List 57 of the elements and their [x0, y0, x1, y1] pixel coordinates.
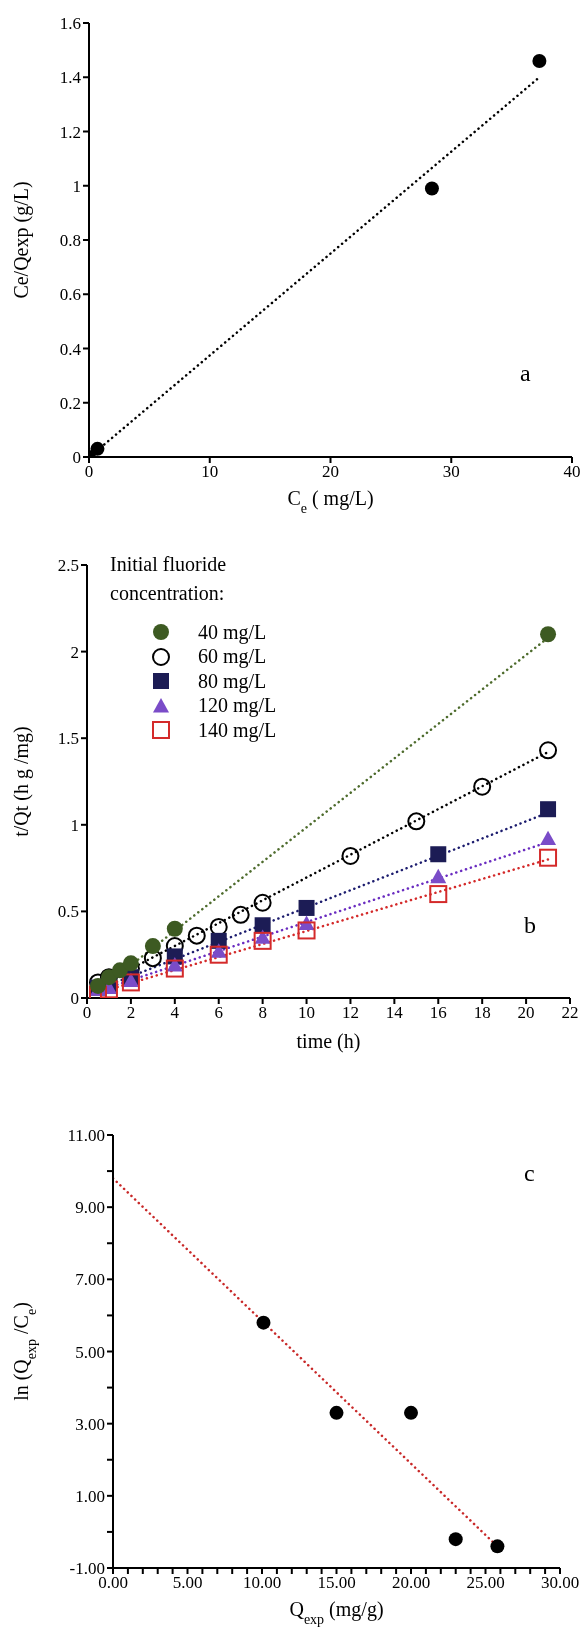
y-tick-label: 1.4 — [59, 68, 82, 88]
x-tick-label: 22 — [561, 1003, 579, 1023]
x-tick-label: 15.00 — [317, 1573, 356, 1593]
x-tick-label: 10 — [201, 462, 219, 482]
x-axis-title: C$_{e}$ ( mg/L) — [287, 487, 374, 516]
legend-label: 60 mg/L — [198, 645, 267, 669]
annotation: c — [524, 1160, 535, 1187]
legend-label: 140 mg/L — [198, 718, 277, 742]
y-tick-label: 7.00 — [75, 1270, 105, 1290]
x-tick-label: 4 — [170, 1003, 180, 1023]
x-tick-label: 20 — [517, 1003, 535, 1023]
x-axis-title: Q$_{exp}$ (mg/g) — [289, 1598, 384, 1627]
legend-label: 120 mg/L — [198, 694, 277, 718]
y-tick-label: 11.00 — [67, 1126, 105, 1146]
x-tick-label: 8 — [258, 1003, 267, 1023]
x-tick-label: 2 — [126, 1003, 136, 1023]
x-tick-label: 5.00 — [172, 1573, 203, 1593]
annotation: a — [520, 360, 531, 387]
x-tick-label: 18 — [473, 1003, 491, 1023]
x-tick-label: 20.00 — [391, 1573, 431, 1593]
y-tick-label: 2.5 — [57, 556, 79, 576]
x-tick-label: 10.00 — [242, 1573, 282, 1593]
y-axis-title: Ce/Qexp (g/L) — [10, 181, 33, 299]
x-tick-label: 30.00 — [540, 1573, 580, 1593]
x-tick-label: 12 — [341, 1003, 359, 1023]
legend-title: Initial fluoride concentration: — [110, 552, 228, 606]
annotation: b — [524, 912, 536, 939]
x-tick-label: 16 — [429, 1003, 447, 1023]
y-tick-label: 9.00 — [75, 1198, 105, 1218]
legend-label: 40 mg/L — [198, 620, 267, 644]
y-tick-label: 0.6 — [59, 285, 81, 305]
y-tick-label: 1.00 — [75, 1486, 105, 1506]
x-axis-title: time (h) — [296, 1030, 361, 1053]
x-tick-label: 14 — [385, 1003, 404, 1023]
y-tick-label: 0.4 — [59, 339, 82, 359]
y-tick-label: 0.8 — [59, 231, 81, 251]
x-tick-label: 30 — [442, 462, 460, 482]
y-tick-label: 1.5 — [57, 729, 79, 749]
y-tick-label: 3.00 — [75, 1414, 105, 1434]
y-tick-label: 0.2 — [59, 393, 81, 413]
legend-label: 80 mg/L — [198, 669, 267, 693]
x-tick-label: 25.00 — [466, 1573, 505, 1593]
y-tick-label: 1.2 — [59, 122, 81, 142]
x-tick-label: 6 — [214, 1003, 223, 1023]
x-tick-label: 20 — [322, 462, 339, 482]
x-tick-label: 0.00 — [98, 1573, 128, 1593]
y-tick-label: 0 — [72, 448, 81, 468]
y-tick-label: 1 — [70, 815, 79, 835]
y-tick-label: 0 — [70, 989, 79, 1009]
y-tick-label: 1.6 — [59, 14, 81, 34]
y-axis-title: t/Qt (h g /mg) — [10, 726, 33, 837]
x-tick-label: 40 — [563, 462, 581, 482]
x-tick-label: 10 — [298, 1003, 316, 1023]
y-tick-label: 5.00 — [75, 1342, 105, 1362]
y-tick-label: 0.5 — [57, 902, 79, 922]
y-tick-label: 2 — [70, 642, 79, 662]
y-tick-label: 1 — [72, 176, 81, 196]
